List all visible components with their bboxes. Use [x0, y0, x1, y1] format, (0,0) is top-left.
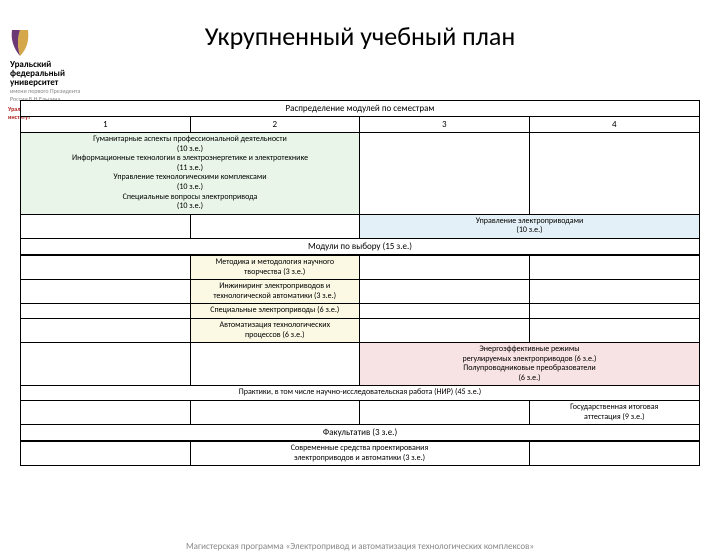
empty-cell	[360, 319, 530, 342]
empty-cell	[191, 215, 361, 238]
module-row: Методика и методология научноготворчеств…	[21, 255, 699, 279]
empty-cell	[530, 304, 700, 318]
empty-cell	[21, 442, 191, 465]
semester-row: 1 2 3 4	[21, 117, 699, 132]
module-cell: Специальные электроприводы (6 з.е.)	[191, 304, 361, 318]
module-row: Специальные электроприводы (6 з.е.)	[21, 303, 699, 318]
module-cell: Инжиниринг электроприводов итехнологичес…	[191, 280, 361, 303]
practice-row: Практики, в том числе научно-исследовате…	[21, 385, 699, 400]
table-header: Распределение модулей по семестрам	[21, 101, 699, 117]
elective-header: Модули по выбору (15 з.е.)	[21, 238, 699, 255]
empty-cell	[21, 215, 191, 238]
empty-cell	[360, 256, 530, 279]
module-cell: Автоматизация технологическихпроцессов (…	[191, 319, 361, 342]
empty-cell	[21, 401, 191, 424]
sem-col: 2	[191, 117, 361, 132]
empty-cell	[530, 133, 700, 214]
empty-cell	[360, 133, 530, 214]
attestation-cell: Государственная итоговаяаттестация (9 з.…	[530, 401, 700, 424]
attestation-row: Государственная итоговаяаттестация (9 з.…	[21, 400, 699, 424]
empty-cell	[21, 343, 191, 385]
facultative-cell: Современные средства проектированияэлект…	[191, 442, 530, 465]
empty-cell	[530, 442, 700, 465]
curriculum-table: Распределение модулей по семестрам 1 2 3…	[20, 100, 700, 466]
empty-cell	[530, 319, 700, 342]
sem-col: 4	[530, 117, 700, 132]
module-row: Энергоэффективные режимырегулируемых эле…	[21, 342, 699, 385]
empty-cell	[21, 280, 191, 303]
footer-text: Магистерская программа «Электропривод и …	[0, 541, 720, 552]
module-row: Инжиниринг электроприводов итехнологичес…	[21, 279, 699, 303]
empty-cell	[21, 304, 191, 318]
empty-cell	[21, 256, 191, 279]
module-cell: Энергоэффективные режимырегулируемых эле…	[360, 343, 699, 385]
empty-cell	[530, 280, 700, 303]
facultative-header: Факультатив (3 з.е.)	[21, 424, 699, 441]
practice-cell: Практики, в том числе научно-исследовате…	[21, 386, 699, 400]
empty-cell	[191, 401, 361, 424]
page-title: Укрупненный учебный план	[0, 20, 720, 52]
module-row: Современные средства проектированияэлект…	[21, 441, 699, 465]
module-row: Автоматизация технологическихпроцессов (…	[21, 318, 699, 342]
module-cell: Методика и методология научноготворчеств…	[191, 256, 361, 279]
empty-cell	[530, 256, 700, 279]
module-cell: Гуманитарные аспекты профессиональной де…	[21, 133, 360, 214]
logo-title: Уральский федеральный университет имени …	[10, 60, 88, 103]
module-row: Гуманитарные аспекты профессиональной де…	[21, 132, 699, 214]
empty-cell	[360, 304, 530, 318]
sem-col: 3	[360, 117, 530, 132]
empty-cell	[191, 343, 361, 385]
sem-col: 1	[21, 117, 191, 132]
empty-cell	[360, 280, 530, 303]
empty-cell	[21, 319, 191, 342]
logo-icon	[8, 28, 34, 60]
empty-cell	[360, 401, 530, 424]
module-row: Управление электроприводами(10 з.е.)	[21, 214, 699, 238]
module-cell: Управление электроприводами(10 з.е.)	[360, 215, 699, 238]
